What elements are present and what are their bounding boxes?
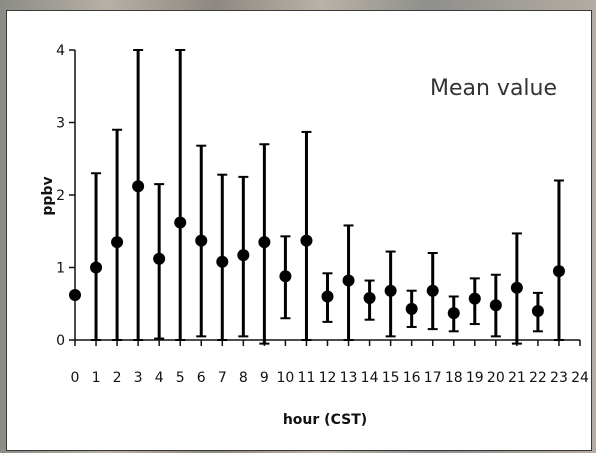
x-tick-label: 10	[277, 370, 295, 386]
x-tick-label: 7	[218, 370, 227, 386]
data-markers	[69, 180, 565, 319]
x-axis-title: hour (CST)	[283, 412, 367, 428]
data-point	[364, 292, 376, 304]
x-tick-label: 12	[319, 370, 337, 386]
x-tick-label: 15	[382, 370, 400, 386]
data-point	[448, 307, 460, 319]
x-tick-label: 13	[340, 370, 358, 386]
data-point	[511, 282, 523, 294]
data-point	[153, 253, 165, 265]
data-point	[174, 217, 186, 229]
x-tick-label: 11	[298, 370, 316, 386]
data-point	[132, 180, 144, 192]
data-point	[195, 235, 207, 247]
x-tick-label: 6	[197, 370, 206, 386]
x-tick-label: 14	[361, 370, 379, 386]
x-tick-label: 19	[466, 370, 484, 386]
x-tick-label: 9	[260, 370, 269, 386]
data-point	[385, 285, 397, 297]
x-tick-label: 22	[529, 370, 547, 386]
data-point	[90, 262, 102, 274]
x-tick-label: 5	[176, 370, 185, 386]
data-point	[237, 249, 249, 261]
x-tick-label: 20	[487, 370, 505, 386]
x-tick-label: 0	[71, 370, 80, 386]
x-tick-label: 3	[134, 370, 143, 386]
data-point	[343, 275, 355, 287]
x-tick-label: 24	[571, 370, 589, 386]
data-point	[258, 236, 270, 248]
data-point	[553, 265, 565, 277]
data-point	[406, 303, 418, 315]
data-point	[322, 291, 334, 303]
data-point	[216, 256, 228, 268]
x-tick-label: 8	[239, 370, 248, 386]
data-point	[427, 285, 439, 297]
x-tick-label: 2	[113, 370, 122, 386]
y-axis-title: ppbv	[40, 176, 56, 215]
data-point	[279, 270, 291, 282]
data-point	[111, 236, 123, 248]
x-tick-label: 4	[155, 370, 164, 386]
data-point	[300, 235, 312, 247]
data-point	[69, 289, 81, 301]
y-tick-label: 2	[56, 188, 65, 204]
y-tick-label: 3	[56, 116, 65, 132]
x-tick-label: 23	[550, 370, 568, 386]
x-tick-label: 17	[424, 370, 442, 386]
x-tick-label: 18	[445, 370, 463, 386]
x-tick-label: 16	[403, 370, 421, 386]
mean-value-annotation: Mean value	[430, 76, 557, 101]
x-tick-labels: 0 1 2 3 4 5 6 7 8 9 10 11 12 13 14 15 16 17 18 19 20 21 22 23 24	[71, 370, 589, 386]
y-tick-labels: 0 1 2 3 4	[56, 43, 65, 349]
data-point	[532, 305, 544, 317]
x-tick-label: 1	[92, 370, 101, 386]
x-tick-label: 21	[508, 370, 526, 386]
y-tick-label: 0	[56, 333, 65, 349]
data-point	[490, 299, 502, 311]
y-tick-label: 1	[56, 261, 65, 277]
y-tick-label: 4	[56, 43, 65, 59]
data-point	[469, 293, 481, 305]
